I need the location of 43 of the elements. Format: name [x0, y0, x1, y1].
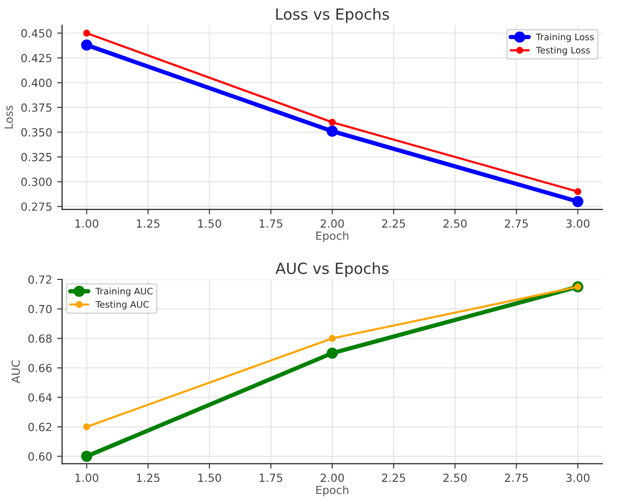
x-tick-label: 1.00 — [76, 474, 98, 482]
y-axis-title: AUC — [12, 360, 20, 384]
y-tick-label: 0.60 — [28, 452, 52, 461]
x-tick-label: 1.75 — [260, 220, 282, 228]
x-tick-label: 1.25 — [136, 219, 160, 228]
x-axis-title: Epoch — [316, 486, 348, 496]
y-tick-label: 0.275 — [21, 202, 52, 211]
y-tick-label: 0.66 — [28, 364, 52, 372]
y-tick-label: 0.375 — [21, 103, 52, 112]
y-tick-label: 0.70 — [28, 304, 52, 314]
y-tick-label: 0.450 — [21, 29, 52, 38]
x-tick-label: 2.25 — [382, 219, 406, 228]
x-tick-label: 1.00 — [76, 219, 98, 228]
x-tick-label: 1.50 — [198, 219, 222, 228]
y-tick-label: 0.300 — [21, 178, 52, 186]
y-tick-label: 0.72 — [28, 275, 52, 284]
y-tick-label: 0.62 — [28, 422, 52, 432]
y-tick-label: 0.325 — [21, 152, 52, 162]
x-tick-label: 3.00 — [566, 474, 590, 482]
legend-label: Training AUC — [95, 288, 153, 296]
y-tick-label: 0.425 — [21, 54, 52, 62]
legend-label: Testing Loss — [536, 46, 590, 56]
x-tick-label: 2.50 — [443, 219, 467, 228]
y-axis-title: Loss — [4, 106, 13, 128]
x-tick-label: 1.75 — [260, 474, 282, 482]
x-tick-label: 2.75 — [504, 474, 528, 482]
x-tick-label: 2.00 — [320, 474, 344, 482]
legend-label: Testing AUC — [95, 300, 149, 310]
y-tick-label: 0.68 — [28, 334, 52, 343]
legend-label: Training Loss — [536, 33, 594, 42]
y-tick-label: 0.64 — [28, 393, 52, 402]
x-tick-label: 1.25 — [136, 474, 160, 482]
x-axis-title: Epoch — [316, 231, 348, 242]
x-tick-label: 1.50 — [198, 474, 222, 482]
chart-title: AUC vs Epochs — [275, 262, 388, 278]
x-tick-label: 2.75 — [504, 219, 528, 228]
y-tick-label: 0.400 — [21, 78, 52, 88]
x-tick-label: 3.00 — [566, 219, 590, 228]
y-tick-label: 0.350 — [21, 128, 52, 137]
chart-title: Loss vs Epochs — [276, 8, 389, 23]
x-tick-label: 2.50 — [443, 474, 467, 482]
x-tick-label: 2.25 — [382, 474, 406, 482]
x-tick-label: 2.00 — [320, 219, 344, 228]
